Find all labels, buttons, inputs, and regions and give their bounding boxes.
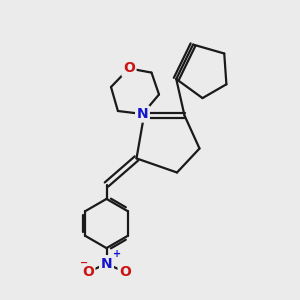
Text: N: N: [137, 107, 148, 121]
Text: O: O: [82, 265, 94, 279]
Text: +: +: [113, 249, 121, 259]
Text: N: N: [101, 257, 112, 271]
Text: O: O: [119, 265, 131, 279]
Text: −: −: [80, 257, 88, 268]
Text: O: O: [123, 61, 135, 75]
